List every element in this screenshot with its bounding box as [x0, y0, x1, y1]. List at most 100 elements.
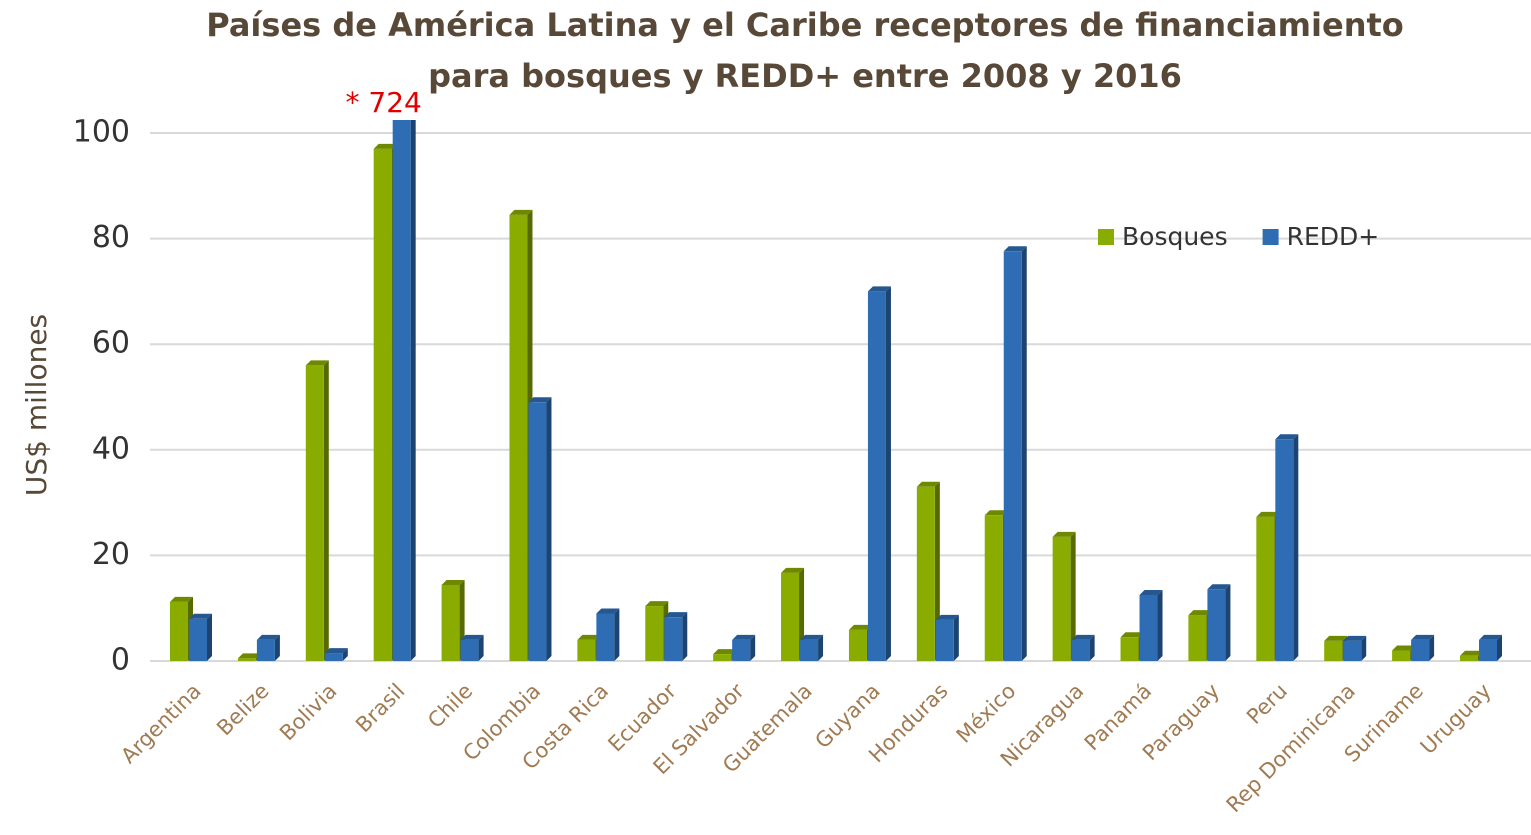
bar — [1003, 251, 1022, 661]
bar-side — [750, 634, 756, 661]
bar-top — [305, 360, 329, 366]
bar-side — [1225, 584, 1231, 661]
bar-side — [274, 634, 280, 661]
bar — [509, 214, 528, 661]
bar-side — [1021, 246, 1027, 661]
bar-top — [1343, 635, 1367, 641]
x-tick-label: Brasil — [351, 679, 409, 737]
bar — [1392, 650, 1411, 661]
bar — [1120, 637, 1139, 661]
bar-side — [934, 481, 940, 661]
bar-top — [1460, 650, 1483, 656]
bar — [645, 606, 664, 661]
bar-top — [460, 634, 484, 640]
legend-swatch — [1262, 229, 1279, 245]
bar-top — [984, 510, 1008, 516]
bar — [1207, 589, 1226, 661]
bar — [441, 584, 460, 661]
bar-side — [1157, 590, 1163, 661]
bar — [1411, 639, 1430, 661]
bar-top — [935, 614, 959, 620]
bar-top — [713, 649, 737, 655]
bar-side — [323, 360, 329, 661]
bar-side — [614, 608, 620, 661]
bar-side — [207, 613, 212, 661]
bar-side — [546, 397, 552, 661]
chart-title: para bosques y REDD+ entre 2008 y 2016 — [428, 57, 1182, 95]
y-tick-label: 60 — [92, 326, 130, 361]
bar-side — [1497, 634, 1502, 661]
bar-top — [1479, 634, 1502, 640]
bar-top — [189, 613, 212, 619]
x-tick-label: Rep Dominicana — [1222, 679, 1360, 817]
x-tick-label: México — [952, 679, 1021, 748]
bar-side — [342, 648, 348, 661]
bar — [867, 291, 886, 661]
bar — [237, 658, 256, 661]
x-tick-label: Bolivia — [275, 679, 342, 746]
bar-side — [1429, 634, 1435, 661]
bar — [732, 639, 751, 661]
bar — [170, 601, 188, 661]
bar — [1275, 439, 1294, 661]
chart-title: Países de América Latina y el Caribe rec… — [206, 6, 1404, 44]
bar — [392, 120, 411, 661]
bar-side — [1089, 634, 1095, 661]
bar — [1479, 639, 1497, 661]
bar — [528, 402, 547, 661]
bar-top — [170, 596, 193, 602]
bar — [577, 639, 596, 661]
x-tick-label: Belize — [212, 679, 273, 740]
bar-side — [1361, 635, 1367, 661]
bar-top — [781, 567, 805, 573]
bar — [373, 148, 392, 662]
bar-top — [800, 634, 824, 640]
bar-top — [237, 653, 261, 659]
bar-top — [596, 608, 620, 614]
bar — [1139, 595, 1158, 661]
bar — [781, 572, 800, 661]
bar-side — [818, 634, 824, 661]
bar — [848, 629, 867, 661]
bar — [1052, 536, 1071, 661]
bar — [596, 613, 615, 661]
bar — [1256, 516, 1275, 661]
y-tick-label: 20 — [92, 537, 130, 572]
y-tick-label: 40 — [92, 431, 130, 466]
bar-top — [1139, 590, 1163, 595]
bar-top — [1188, 610, 1212, 616]
bar-top — [528, 397, 552, 403]
bar-top — [577, 634, 601, 640]
bar — [800, 639, 819, 661]
bar — [1188, 615, 1207, 661]
bar-top — [1003, 246, 1027, 252]
bar-side — [478, 634, 484, 661]
x-tick-label: Peru — [1242, 679, 1292, 729]
x-tick-label: Uruguay — [1416, 679, 1496, 759]
data-label: * 724 — [346, 86, 422, 119]
bar-top — [1275, 434, 1299, 440]
bar-top — [732, 634, 756, 640]
bar-top — [1392, 645, 1416, 651]
bar-top — [1256, 511, 1280, 517]
bar — [984, 515, 1003, 661]
bar-top — [441, 579, 465, 585]
bar-top — [1052, 531, 1076, 537]
bar-top — [1071, 634, 1095, 640]
bar-top — [324, 648, 348, 654]
legend-label: Bosques — [1122, 222, 1228, 251]
bar-top — [1324, 635, 1348, 641]
bar — [916, 486, 935, 661]
y-tick-label: 100 — [73, 115, 130, 150]
bar-top — [848, 624, 872, 630]
x-tick-label: Argentina — [116, 679, 205, 768]
bar-top — [916, 481, 940, 487]
bar — [1071, 639, 1090, 661]
bar — [1343, 640, 1362, 661]
bar-side — [410, 120, 416, 661]
bar — [256, 639, 275, 661]
bar-top — [1120, 632, 1144, 638]
bar — [1460, 655, 1478, 661]
bar-top — [1411, 634, 1435, 640]
bars — [170, 120, 1502, 662]
